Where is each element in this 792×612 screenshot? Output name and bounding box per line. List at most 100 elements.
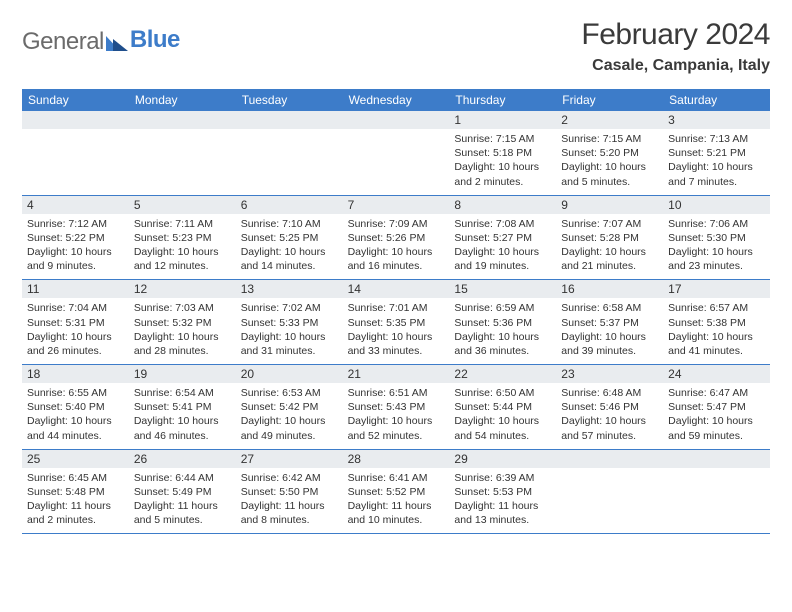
sunrise-text: Sunrise: 6:55 AM	[27, 386, 124, 400]
day-cell-9: 9Sunrise: 7:07 AMSunset: 5:28 PMDaylight…	[556, 196, 663, 280]
sunset-text: Sunset: 5:53 PM	[454, 485, 551, 499]
day-header-sunday: Sunday	[22, 89, 129, 111]
date-number: 21	[348, 367, 445, 381]
daylight-text: Daylight: 10 hours	[27, 414, 124, 428]
daylight-text: Daylight: 10 hours	[134, 330, 231, 344]
sunset-text: Sunset: 5:22 PM	[27, 231, 124, 245]
sunset-text: Sunset: 5:30 PM	[668, 231, 765, 245]
logo-text-2: Blue	[130, 26, 180, 54]
daylight-text: Daylight: 11 hours	[134, 499, 231, 513]
daylight-text: Daylight: 10 hours	[561, 160, 658, 174]
daylight-text: Daylight: 10 hours	[348, 330, 445, 344]
daylight-text-2: and 16 minutes.	[348, 259, 445, 273]
day-cell-23: 23Sunrise: 6:48 AMSunset: 5:46 PMDayligh…	[556, 365, 663, 449]
daylight-text-2: and 12 minutes.	[134, 259, 231, 273]
daylight-text: Daylight: 10 hours	[668, 330, 765, 344]
daylight-text-2: and 13 minutes.	[454, 513, 551, 527]
sunrise-text: Sunrise: 6:42 AM	[241, 471, 338, 485]
daylight-text: Daylight: 10 hours	[241, 414, 338, 428]
day-cell-6: 6 Sunrise: 7:10 AMSunset: 5:25 PMDaylight…	[236, 196, 343, 280]
sunrise-text: Sunrise: 6:41 AM	[348, 471, 445, 485]
logo-text-1: General	[22, 28, 104, 56]
daylight-text-2: and 21 minutes.	[561, 259, 658, 273]
sunset-text: Sunset: 5:25 PM	[241, 231, 338, 245]
day-cell-12: 12Sunrise: 7:03 AMSunset: 5:32 PMDayligh…	[129, 280, 236, 364]
day-header-saturday: Saturday	[663, 89, 770, 111]
date-number: 12	[134, 282, 231, 296]
date-number: 11	[27, 282, 124, 296]
daylight-text-2: and 5 minutes.	[561, 175, 658, 189]
date-number: 19	[134, 367, 231, 381]
date-number: 8	[454, 198, 551, 212]
daylight-text: Daylight: 10 hours	[241, 330, 338, 344]
sunset-text: Sunset: 5:38 PM	[668, 316, 765, 330]
daylight-text: Daylight: 10 hours	[561, 330, 658, 344]
date-number: 15	[454, 282, 551, 296]
date-number: 2	[561, 113, 658, 127]
week-row: 4Sunrise: 7:12 AMSunset: 5:22 PMDaylight…	[22, 196, 770, 281]
day-cell-7: 7Sunrise: 7:09 AMSunset: 5:26 PMDaylight…	[343, 196, 450, 280]
sunrise-text: Sunrise: 6:58 AM	[561, 301, 658, 315]
day-cell-13: 13Sunrise: 7:02 AMSunset: 5:33 PMDayligh…	[236, 280, 343, 364]
daylight-text-2: and 49 minutes.	[241, 429, 338, 443]
daylight-text: Daylight: 10 hours	[348, 245, 445, 259]
sunrise-text: Sunrise: 7:01 AM	[348, 301, 445, 315]
day-cell-14: 14Sunrise: 7:01 AMSunset: 5:35 PMDayligh…	[343, 280, 450, 364]
daylight-text: Daylight: 10 hours	[348, 414, 445, 428]
sunrise-text: Sunrise: 7:02 AM	[241, 301, 338, 315]
sunrise-text: Sunrise: 7:15 AM	[561, 132, 658, 146]
sunrise-text: Sunrise: 7:15 AM	[454, 132, 551, 146]
sunrise-text: Sunrise: 6:47 AM	[668, 386, 765, 400]
daylight-text-2: and 10 minutes.	[348, 513, 445, 527]
daylight-text-2: and 46 minutes.	[134, 429, 231, 443]
sunset-text: Sunset: 5:32 PM	[134, 316, 231, 330]
day-cell-11: 11Sunrise: 7:04 AMSunset: 5:31 PMDayligh…	[22, 280, 129, 364]
daylight-text-2: and 52 minutes.	[348, 429, 445, 443]
daylight-text-2: and 36 minutes.	[454, 344, 551, 358]
date-number: 27	[241, 452, 338, 466]
daylight-text-2: and 9 minutes.	[27, 259, 124, 273]
day-cell-1: 1Sunrise: 7:15 AMSunset: 5:18 PMDaylight…	[449, 111, 556, 195]
sunset-text: Sunset: 5:18 PM	[454, 146, 551, 160]
daylight-text-2: and 57 minutes.	[561, 429, 658, 443]
sunset-text: Sunset: 5:20 PM	[561, 146, 658, 160]
date-number: 22	[454, 367, 551, 381]
sunrise-text: Sunrise: 6:53 AM	[241, 386, 338, 400]
daylight-text-2: and 2 minutes.	[454, 175, 551, 189]
sunset-text: Sunset: 5:40 PM	[27, 400, 124, 414]
day-cell-17: 17Sunrise: 6:57 AMSunset: 5:38 PMDayligh…	[663, 280, 770, 364]
date-number: 5	[134, 198, 231, 212]
empty-cell: .	[343, 111, 450, 195]
day-cell-27: 27Sunrise: 6:42 AMSunset: 5:50 PMDayligh…	[236, 450, 343, 534]
daylight-text-2: and 31 minutes.	[241, 344, 338, 358]
header: General Blue February 2024 Casale, Campa…	[22, 18, 770, 75]
empty-cell: .	[236, 111, 343, 195]
sunset-text: Sunset: 5:37 PM	[561, 316, 658, 330]
date-number: 24	[668, 367, 765, 381]
daylight-text: Daylight: 11 hours	[27, 499, 124, 513]
date-number: 20	[241, 367, 338, 381]
sunrise-text: Sunrise: 7:10 AM	[241, 217, 338, 231]
empty-cell: .	[129, 111, 236, 195]
day-cell-2: 2 Sunrise: 7:15 AMSunset: 5:20 PMDaylight…	[556, 111, 663, 195]
sunset-text: Sunset: 5:52 PM	[348, 485, 445, 499]
date-number: 10	[668, 198, 765, 212]
day-header-tuesday: Tuesday	[236, 89, 343, 111]
daylight-text-2: and 59 minutes.	[668, 429, 765, 443]
day-cell-4: 4Sunrise: 7:12 AMSunset: 5:22 PMDaylight…	[22, 196, 129, 280]
date-number: 13	[241, 282, 338, 296]
daylight-text: Daylight: 10 hours	[454, 245, 551, 259]
date-number: 25	[27, 452, 124, 466]
daylight-text: Daylight: 10 hours	[241, 245, 338, 259]
daylight-text: Daylight: 11 hours	[454, 499, 551, 513]
sunrise-text: Sunrise: 6:44 AM	[134, 471, 231, 485]
day-cell-3: 3Sunrise: 7:13 AMSunset: 5:21 PMDaylight…	[663, 111, 770, 195]
daylight-text: Daylight: 10 hours	[668, 245, 765, 259]
daylight-text-2: and 2 minutes.	[27, 513, 124, 527]
sunset-text: Sunset: 5:50 PM	[241, 485, 338, 499]
week-row: 25Sunrise: 6:45 AMSunset: 5:48 PMDayligh…	[22, 450, 770, 535]
date-number: 6	[241, 198, 338, 212]
week-row: 11Sunrise: 7:04 AMSunset: 5:31 PMDayligh…	[22, 280, 770, 365]
day-cell-16: 16Sunrise: 6:58 AMSunset: 5:37 PMDayligh…	[556, 280, 663, 364]
day-cell-25: 25Sunrise: 6:45 AMSunset: 5:48 PMDayligh…	[22, 450, 129, 534]
